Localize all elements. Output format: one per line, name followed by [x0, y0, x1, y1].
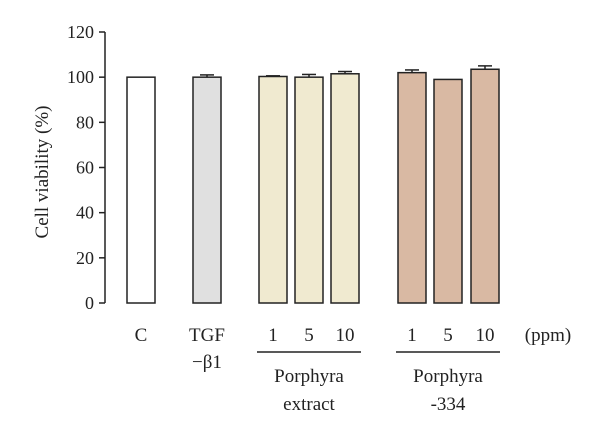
porphyra-334-label-line1: Porphyra [413, 366, 483, 387]
x-tick-label-5: 1 [407, 325, 417, 346]
y-axis-ticks: 0 20 40 60 80 100 120 [67, 22, 105, 313]
x-tick-label-2: 1 [268, 325, 278, 346]
porphyra-extract-label-line2: extract [283, 394, 335, 415]
bar-1 [192, 76, 222, 304]
y-tick-label-0: 0 [85, 293, 94, 313]
unit-label: (ppm) [525, 325, 571, 346]
x-tick-label-0: C [135, 325, 148, 346]
porphyra-334-label-line2: -334 [431, 394, 466, 415]
bar-0 [126, 76, 156, 304]
x-tick-label-3: 5 [304, 325, 314, 346]
bar-5 [397, 71, 427, 304]
bar-4 [330, 73, 360, 304]
bar-6 [433, 78, 463, 304]
x-tick-label-7: 10 [476, 325, 495, 346]
x-tick-labels: C 1 5 10 1 5 10 [135, 325, 495, 346]
y-tick-label-20: 20 [76, 248, 94, 268]
x-tick-label-4: 10 [336, 325, 355, 346]
tgf-label-line2: −β1 [192, 352, 222, 373]
error-bars [200, 65, 492, 78]
y-tick-label-100: 100 [67, 67, 94, 87]
bars [126, 68, 500, 304]
bar-3 [294, 76, 324, 304]
y-tick-label-40: 40 [76, 203, 94, 223]
bar-7 [470, 68, 500, 304]
porphyra-extract-label-line1: Porphyra [274, 366, 344, 387]
bar-2 [258, 75, 288, 304]
y-axis-label: Cell viability (%) [32, 106, 53, 239]
x-tick-label-6: 5 [443, 325, 453, 346]
tgf-label-line1: TGF [189, 325, 225, 346]
y-tick-label-60: 60 [76, 158, 94, 178]
y-tick-label-80: 80 [76, 112, 94, 132]
y-tick-label-120: 120 [67, 22, 94, 42]
